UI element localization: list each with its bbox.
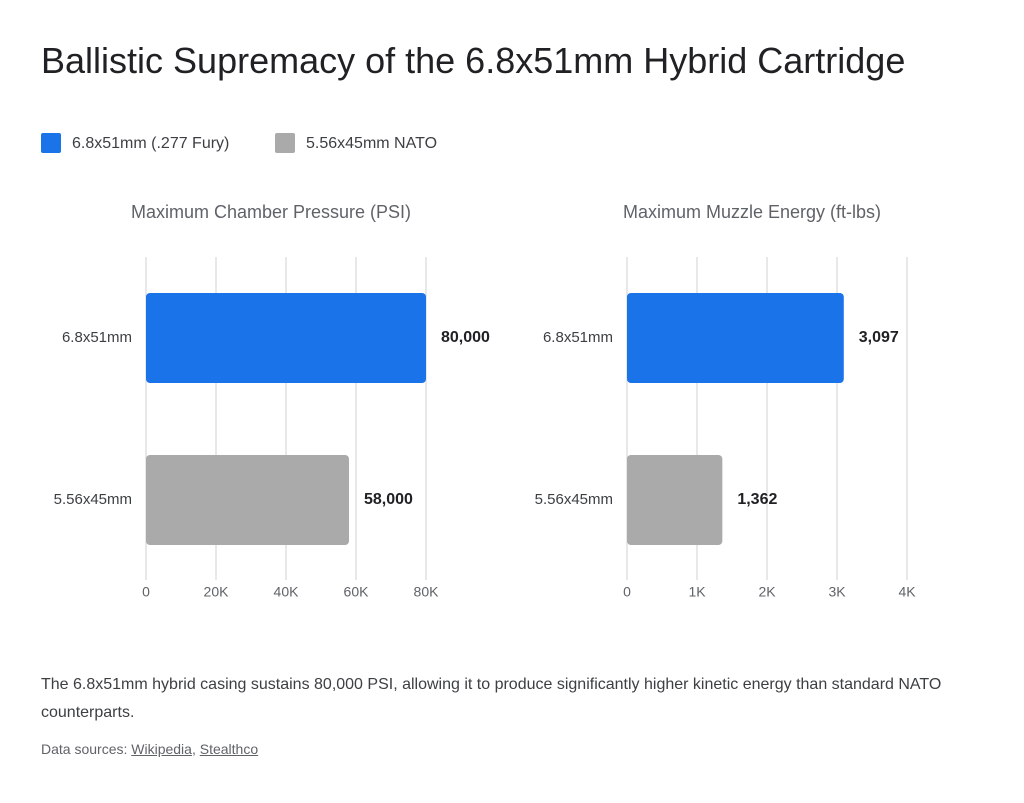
value-label: 1,362 <box>737 491 777 508</box>
chart-title: Maximum Chamber Pressure (PSI) <box>131 202 411 222</box>
y-tick-label: 5.56x45mm <box>54 491 132 508</box>
x-tick-label: 60K <box>344 584 370 600</box>
value-label: 3,097 <box>859 329 899 346</box>
description: The 6.8x51mm hybrid casing sustains 80,0… <box>41 676 942 721</box>
value-label: 80,000 <box>441 329 490 346</box>
bar <box>627 293 844 383</box>
legend-swatch <box>41 133 61 153</box>
x-tick-label: 1K <box>688 584 706 600</box>
x-tick-label: 2K <box>758 584 776 600</box>
source-link[interactable]: Stealthco <box>199 741 259 757</box>
chart-title: Maximum Muzzle Energy (ft-lbs) <box>623 202 881 222</box>
sources: Data sources: Wikipedia, Stealthco <box>41 741 258 757</box>
value-label: 58,000 <box>364 491 413 508</box>
separator: , <box>191 741 196 757</box>
legend-swatch <box>275 133 295 153</box>
bar <box>627 455 723 545</box>
x-tick-label: 4K <box>898 584 916 600</box>
x-tick-label: 0 <box>142 584 150 600</box>
bar <box>146 293 426 383</box>
y-tick-label: 6.8x51mm <box>543 329 613 346</box>
bar <box>146 455 349 545</box>
title: Ballistic Supremacy of the 6.8x51mm Hybr… <box>41 40 906 81</box>
legend-label: 5.56x45mm NATO <box>306 135 437 152</box>
x-tick-label: 80K <box>414 584 440 600</box>
charts: 6.8x51mm (.277 Fury) 5.56x45mm NATO Maximu… <box>41 133 916 600</box>
x-tick-label: 20K <box>204 584 230 600</box>
x-tick-label: 3K <box>828 584 846 600</box>
legend-label: 6.8x51mm (.277 Fury) <box>72 135 229 152</box>
source-link[interactable]: Wikipedia <box>131 741 192 757</box>
x-tick-label: 40K <box>274 584 300 600</box>
sources-prefix: Data sources: <box>41 741 128 757</box>
y-tick-label: 5.56x45mm <box>535 491 613 508</box>
y-tick-label: 6.8x51mm <box>62 329 132 346</box>
x-tick-label: 0 <box>623 584 631 600</box>
